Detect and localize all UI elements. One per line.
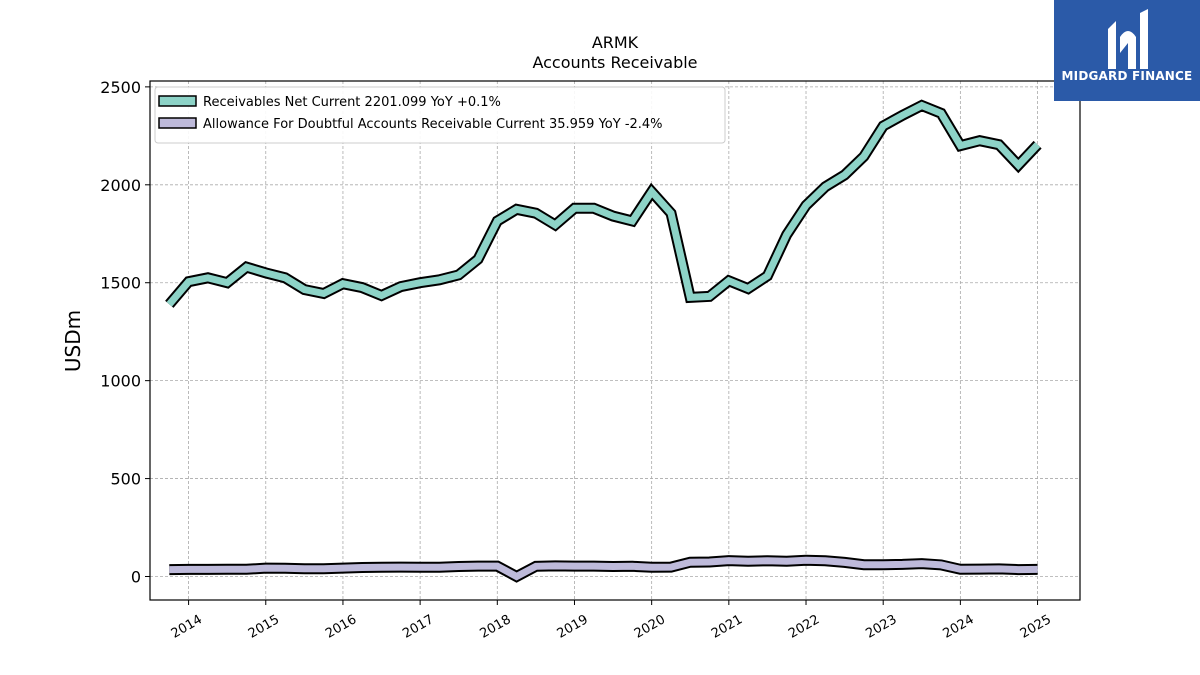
legend: Receivables Net Current 2201.099 YoY +0.… <box>154 86 726 144</box>
x-tick-label: 2023 <box>863 612 899 642</box>
legend-box <box>154 86 726 144</box>
x-tick-label: 2022 <box>786 612 822 642</box>
x-tick-label: 2014 <box>169 612 205 642</box>
logo-mark-icon <box>1108 9 1148 69</box>
legend-label: Allowance For Doubtful Accounts Receivab… <box>203 117 663 132</box>
x-tick-label: 2017 <box>400 612 436 642</box>
plot-frame <box>149 80 1081 601</box>
series-line <box>169 556 1038 581</box>
x-tick-label: 2019 <box>555 612 591 642</box>
x-ticks: 2014 2015 2016 2017 2018 2019 2020 2021 2022 2023… <box>169 600 1054 642</box>
y-axis-label: USDm <box>61 310 85 372</box>
x-tick-label: 2025 <box>1018 612 1054 642</box>
y-tick-label: 0 <box>131 567 141 586</box>
y-tick-label: 500 <box>110 470 141 489</box>
x-tick-label: 2018 <box>477 612 513 642</box>
legend-swatch <box>158 95 197 107</box>
x-tick-label: 2016 <box>323 612 359 642</box>
legend-swatch <box>158 117 197 129</box>
y-tick-label: 2500 <box>100 78 141 97</box>
x-tick-label: 2020 <box>632 612 668 642</box>
chart-subtitle: Accounts Receivable <box>532 53 697 72</box>
y-tick-label: 1500 <box>100 274 141 293</box>
x-tick-label: 2021 <box>709 612 745 642</box>
y-tick-label: 2000 <box>100 176 141 195</box>
brand-logo: MIDGARD FINANCE <box>1054 0 1200 101</box>
x-tick-label: 2024 <box>941 612 977 642</box>
x-tick-label: 2015 <box>246 612 282 642</box>
y-tick-label: 1000 <box>100 372 141 391</box>
logo-text: MIDGARD FINANCE <box>1061 69 1193 83</box>
y-ticks: 0 500 1000 1500 2000 2500 <box>100 78 150 586</box>
legend-label: Receivables Net Current 2201.099 YoY +0.… <box>203 95 501 110</box>
series-layer <box>165 99 1042 583</box>
chart-title: ARMK <box>592 33 639 52</box>
grid <box>150 81 1080 600</box>
series-line <box>166 101 1041 307</box>
